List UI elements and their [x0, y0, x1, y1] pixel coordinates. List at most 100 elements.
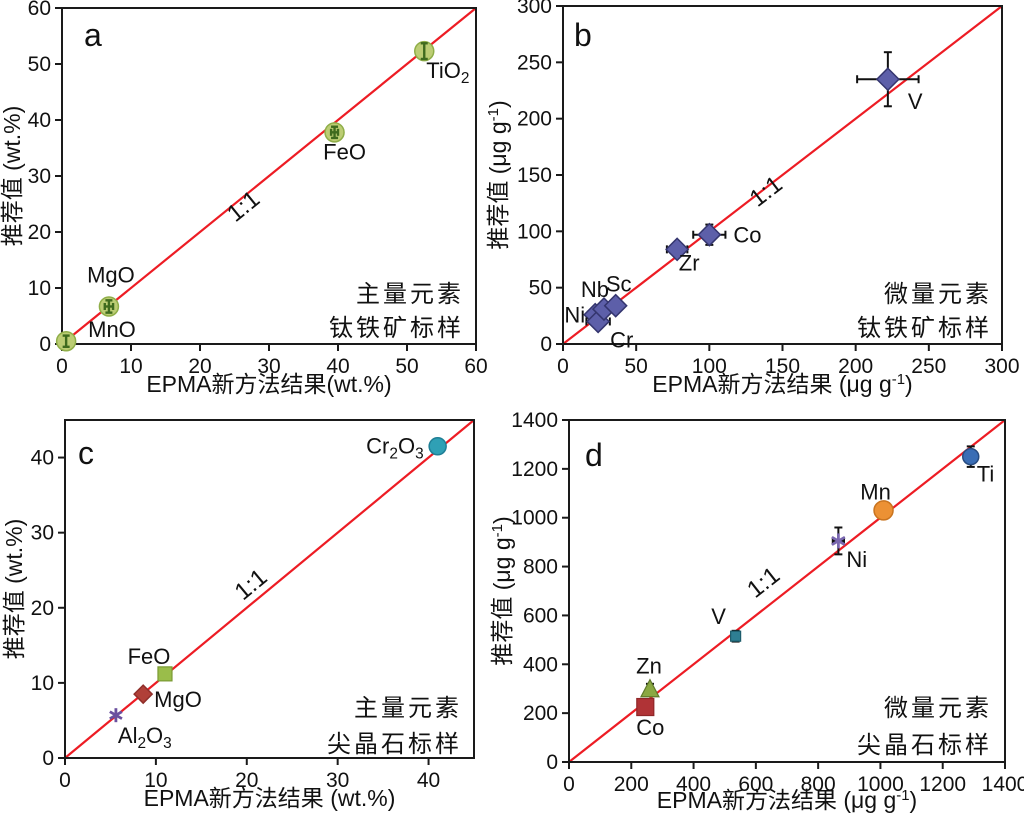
axis-ticks: 0 10 20 30 40 50 60 0 10 20 30 40 50 60: [28, 0, 488, 378]
x-tick-label: 20: [235, 769, 258, 792]
x-tick-label: 200: [614, 773, 649, 796]
point-Ti: Ti: [961, 445, 995, 487]
panel-a: 0 10 20 30 40 50 60 0 10 20 30 40 50 60 EPMA新方法结果(wt.%…: [0, 0, 488, 397]
y-tick-label: 1200: [511, 458, 558, 481]
ratio-label: 1:1: [230, 564, 273, 606]
point-Nb: Nb: [581, 277, 617, 322]
x-tick-label: 400: [676, 773, 711, 796]
marker-square: [636, 697, 655, 717]
point-Zn: Zn: [636, 654, 662, 698]
y-tick-label: 40: [31, 447, 54, 470]
marker-diamond: [665, 237, 690, 262]
panel-letter: b: [574, 17, 592, 53]
point-label-FeO: FeO: [128, 644, 171, 669]
x-tick-label: 1400: [982, 773, 1024, 796]
y-axis-title: 推荐值 (μg g-1): [485, 100, 511, 249]
annotation-line: 主量元素: [356, 281, 464, 308]
one-to-one-line: [64, 419, 475, 759]
x-tick-label: 30: [257, 355, 280, 378]
y-tick-label: 10: [31, 672, 54, 695]
y-tick-label: 0: [42, 747, 54, 770]
y-tick-label: 10: [28, 277, 51, 300]
plot-frame: [64, 419, 475, 759]
y-tick-label: 1000: [511, 507, 558, 530]
x-tick-label: 60: [464, 355, 487, 378]
point-Zr: Zr: [665, 237, 700, 275]
point-label-V: V: [908, 89, 923, 114]
panel-d: 0 200 400 600 800 1000 1200 1400 0 200 400 600 800 10…: [489, 409, 1024, 813]
point-Al2O3: Al2O3: [109, 708, 172, 752]
x-axis-title: EPMA新方法结果(wt.%): [146, 371, 391, 397]
x-tick-label: 800: [801, 773, 836, 796]
y-tick-label: 800: [523, 556, 558, 579]
annotation-line: 尖晶石标样: [327, 731, 462, 758]
x-tick-label: 0: [59, 769, 71, 792]
point-MgO: MgO: [133, 684, 202, 712]
y-tick-label: 400: [523, 653, 558, 676]
x-tick-label: 600: [738, 773, 773, 796]
x-tick-label: 250: [911, 355, 946, 378]
x-axis-title: EPMA新方法结果 (μg g-1): [652, 371, 912, 397]
marker-diamond: [603, 293, 628, 318]
point-label-Co: Co: [733, 223, 761, 248]
x-tick-label: 10: [144, 769, 167, 792]
x-tick-label: 10: [119, 355, 142, 378]
point-V: V: [856, 51, 923, 114]
axis-ticks: 0 200 400 600 800 1000 1200 1400 0 200 400 600 800 10…: [511, 409, 1024, 796]
x-tick-label: 50: [624, 355, 647, 378]
point-label-Ni: Ni: [564, 303, 585, 328]
point-label-Ni: Ni: [846, 547, 867, 572]
y-tick-label: 200: [523, 702, 558, 725]
annotation-line: 钛铁矿标样: [329, 315, 464, 342]
y-tick-label: 50: [529, 277, 552, 300]
panel-letter: a: [84, 17, 102, 53]
x-axis-title: EPMA新方法结果 (wt.%): [144, 785, 396, 811]
annotation-line: 钛铁矿标样: [857, 315, 992, 342]
point-TiO2: TiO2: [414, 40, 469, 87]
point-label-Ti: Ti: [977, 462, 995, 487]
point-label-Zr: Zr: [679, 250, 700, 275]
point-MnO: MnO: [55, 317, 136, 352]
annotation-line: 微量元素: [884, 695, 992, 722]
x-tick-label: 300: [984, 355, 1019, 378]
marker-triangle: [639, 678, 660, 698]
axis-ticks: 0 50 100 150 200 250 300 0 50 100 150 200 250 300: [517, 0, 1020, 378]
marker-asterisk-arm: [831, 535, 846, 546]
point-label-MnO: MnO: [88, 317, 136, 342]
plot-frame: [568, 419, 1006, 763]
x-tick-label: 1200: [919, 773, 966, 796]
point-Cr: Cr: [585, 309, 633, 352]
point-FeO: FeO: [323, 122, 366, 164]
point-label-Cr2O3: Cr2O3: [366, 433, 423, 462]
one-to-one-line: [61, 7, 477, 345]
x-tick-label: 1000: [857, 773, 904, 796]
y-tick-label: 100: [517, 220, 552, 243]
marker-circle: [961, 447, 980, 466]
point-Co: Co: [636, 697, 664, 740]
point-label-Cr: Cr: [610, 327, 633, 352]
x-tick-label: 0: [557, 355, 569, 378]
y-tick-label: 0: [39, 333, 51, 356]
point-label-Sc: Sc: [606, 272, 632, 297]
y-tick-label: 60: [28, 0, 51, 20]
point-Sc: Sc: [603, 272, 632, 318]
marker-square: [730, 630, 742, 642]
y-tick-label: 30: [31, 522, 54, 545]
y-tick-label: 30: [28, 165, 51, 188]
point-label-Nb: Nb: [581, 277, 609, 302]
point-label-FeO: FeO: [323, 139, 366, 164]
point-label-Mn: Mn: [860, 479, 891, 504]
point-MgO: MgO: [87, 262, 135, 317]
panel-letter: c: [78, 435, 94, 471]
y-tick-label: 300: [517, 0, 552, 18]
point-label-TiO2: TiO2: [426, 58, 469, 87]
marker-circle: [428, 437, 447, 456]
y-tick-label: 20: [28, 221, 51, 244]
y-tick-label: 600: [523, 604, 558, 627]
y-tick-label: 150: [517, 164, 552, 187]
y-tick-label: 1400: [511, 409, 558, 432]
point-Mn: Mn: [860, 479, 894, 521]
x-tick-label: 150: [765, 355, 800, 378]
